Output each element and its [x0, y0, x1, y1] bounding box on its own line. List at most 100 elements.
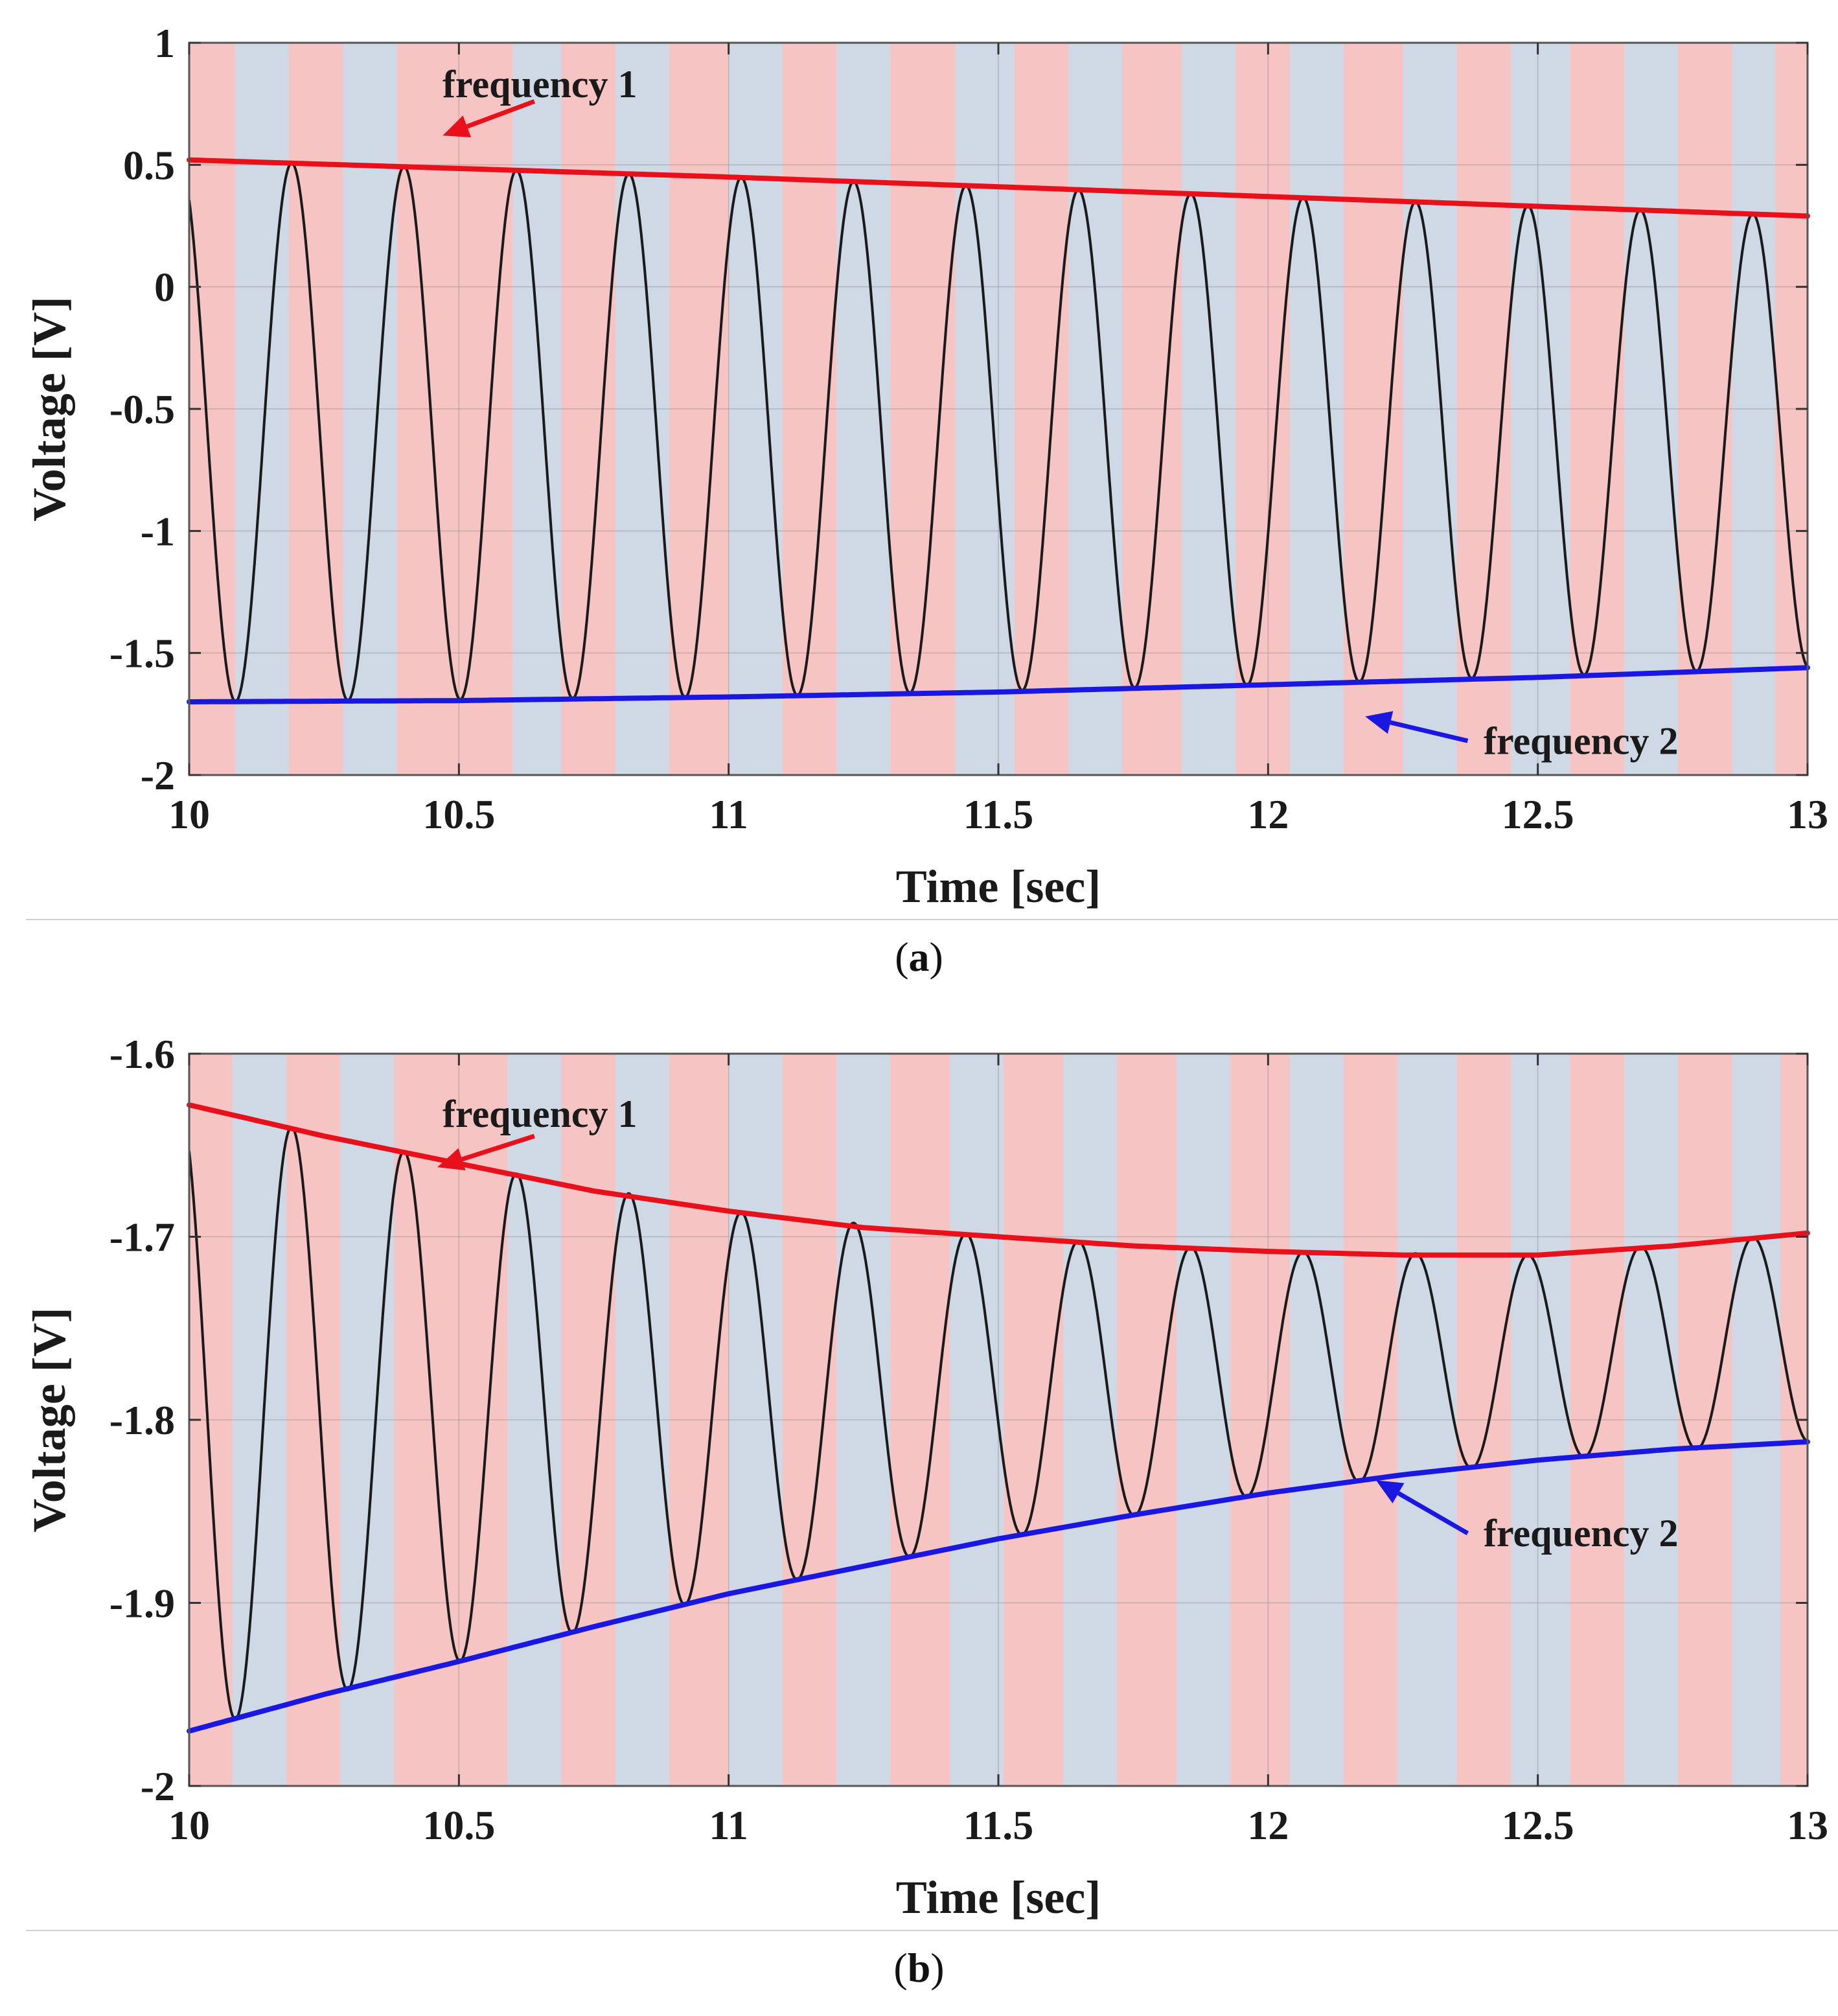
chart-b-band [1456, 1054, 1511, 1786]
chart-a-series-2-line [187, 665, 1810, 704]
chart-a-y-tick-label: -0.5 [109, 386, 175, 432]
chart-b-band [1678, 1054, 1732, 1786]
chart-a-annotation-text: frequency 2 [1484, 719, 1679, 762]
chart-a-svg: 10 10.5 11 11.5 12 12.5 1310.50-0.5-1-1.5-2Tim… [23, 20, 1828, 912]
caption-b: (b) [893, 1945, 945, 1991]
chart-b-x-tick-label: 11 [709, 1802, 748, 1848]
chart-b-x-axis-label: Time [sec] [896, 1871, 1101, 1923]
chart-b-ticks: 10 10.5 11 11.5 12 12.5 13 -1.6 -1.7 -1.8 -1.9 -2 [109, 1031, 1828, 1848]
chart-b-annotation-arrow-head [1375, 1480, 1405, 1503]
chart-b-x-tick-label: 11.5 [963, 1802, 1033, 1848]
caption-a: (a) [895, 934, 943, 980]
chart-a-y-tick-label: -2 [141, 752, 175, 798]
chart-b-band [1732, 1054, 1781, 1786]
chart-a-y-tick-label: 0 [154, 264, 175, 310]
chart-b-x-tick-label: 13 [1787, 1802, 1828, 1848]
chart-a-band [1235, 43, 1291, 775]
chart-a-x-tick-label: 12.5 [1502, 791, 1574, 837]
chart-b-band [1063, 1054, 1118, 1786]
separator-b [26, 1930, 1838, 1931]
caption-b-letter: b [907, 1945, 931, 1991]
chart-a-y-tick-label: -1 [141, 508, 175, 554]
chart-a-band [512, 43, 562, 775]
chart-b-band [340, 1054, 395, 1786]
chart-a-x-axis-label: Time [sec] [896, 861, 1101, 912]
chart-b-band [286, 1054, 341, 1786]
chart-a-band [1289, 43, 1344, 775]
chart-b-band [836, 1054, 891, 1786]
chart-a-band [561, 43, 616, 775]
chart-b-band [890, 1054, 950, 1786]
chart-panel-b: 10 10.5 11 11.5 12 12.5 13 -1.6 -1.7 -1.8 -1.9 -2 Ti… [0, 1011, 1838, 2016]
chart-b-band [1289, 1054, 1344, 1786]
chart-a-band [1678, 43, 1732, 775]
chart-a-y-axis-label: Voltage [V] [23, 296, 75, 521]
chart-a-annotation-arrow-head [1365, 711, 1394, 734]
chart-a-band [836, 43, 891, 775]
chart-a-band [1182, 43, 1236, 775]
chart-a-band [1014, 43, 1069, 775]
chart-b-band [1624, 1054, 1679, 1786]
chart-b-y-tick-label: -2 [141, 1763, 175, 1809]
chart-b-band [561, 1054, 616, 1786]
chart-a-y-tick-label: 0.5 [123, 142, 175, 188]
chart-a-band [1343, 43, 1403, 775]
chart-b-band [669, 1054, 729, 1786]
chart-b-band [232, 1054, 287, 1786]
chart-b-y-tick-label: -1.6 [109, 1031, 175, 1077]
chart-a-x-tick-label: 10 [168, 791, 210, 837]
chart-a-x-tick-label: 12 [1247, 791, 1289, 837]
chart-b-annotation-text: frequency 1 [442, 1093, 638, 1135]
chart-a-band [1403, 43, 1458, 775]
chart-b-x-tick-label: 12.5 [1502, 1802, 1574, 1848]
caption-a-letter: a [908, 934, 930, 980]
chart-a-x-tick-label: 10.5 [422, 791, 495, 837]
chart-b-band [728, 1054, 783, 1786]
chart-b-annotation-arrow-shaft [1397, 1491, 1469, 1536]
chart-b-svg: 10 10.5 11 11.5 12 12.5 13 -1.6 -1.7 -1.8 -1.9 -2 Ti… [23, 1031, 1828, 1923]
chart-b-band [950, 1054, 1004, 1786]
chart-a-annotation-1: frequency 1 [442, 63, 638, 138]
chart-b-band [1343, 1054, 1398, 1786]
chart-b-x-tick-label: 12 [1247, 1802, 1289, 1848]
chart-a-band [1624, 43, 1679, 775]
chart-b-band [782, 1054, 837, 1786]
chart-b-band [1230, 1054, 1291, 1786]
chart-a-annotation-arrow-head [442, 115, 472, 138]
chart-a-band [728, 43, 783, 775]
chart-a-band [890, 43, 956, 775]
chart-a-annotation-arrow-shaft [1390, 720, 1469, 743]
chart-b-band [1511, 1054, 1571, 1786]
chart-a-band [1732, 43, 1776, 775]
chart-a-annotation-arrow-shaft [466, 99, 536, 129]
chart-a-x-tick-label: 13 [1787, 791, 1828, 837]
chart-b-band [1176, 1054, 1231, 1786]
chart-b-series-2-line [187, 1439, 1810, 1734]
chart-b-band [1004, 1054, 1064, 1786]
chart-b-y-tick-label: -1.9 [109, 1581, 175, 1627]
chart-b-y-tick-label: -1.8 [109, 1397, 175, 1443]
chart-b-x-tick-label: 10 [168, 1802, 210, 1848]
chart-b-annotation-2: frequency 2 [1375, 1480, 1679, 1555]
chart-a-annotation-2: frequency 2 [1365, 711, 1679, 762]
chart-b-annotation-text: frequency 2 [1484, 1512, 1679, 1555]
chart-a-band [1511, 43, 1571, 775]
separator-a [26, 919, 1838, 920]
chart-b-annotation-arrow-shaft [461, 1133, 535, 1162]
chart-a-annotation-text: frequency 1 [442, 63, 638, 106]
chart-b-band [615, 1054, 670, 1786]
chart-a-band [955, 43, 1015, 775]
chart-panel-a: 10 10.5 11 11.5 12 12.5 13 1 0.5 0 -0.5 -1 -1.5 -2 Tim… [0, 0, 1838, 1004]
chart-a-y-tick-label: -1.5 [109, 631, 175, 677]
chart-b-x-tick-label: 10.5 [422, 1802, 495, 1848]
chart-a-band [1068, 43, 1123, 775]
chart-a-band [615, 43, 670, 775]
chart-b-y-axis-label: Voltage [V] [23, 1307, 75, 1532]
chart-a-series-1-line [187, 157, 1810, 219]
chart-a-band [1122, 43, 1182, 775]
chart-a-x-tick-label: 11.5 [963, 791, 1033, 837]
chart-b-band [1397, 1054, 1458, 1786]
chart-b-bands [189, 1054, 1808, 1786]
chart-a-band [669, 43, 729, 775]
